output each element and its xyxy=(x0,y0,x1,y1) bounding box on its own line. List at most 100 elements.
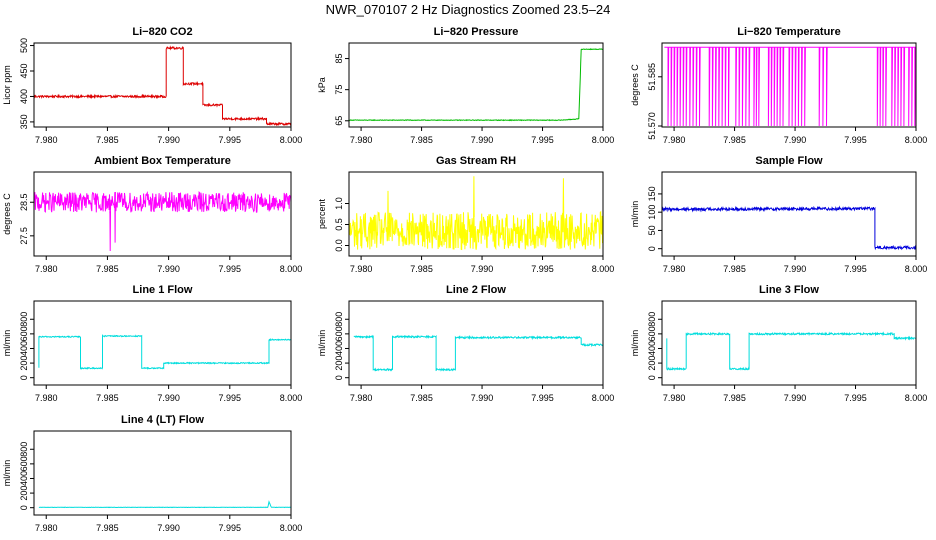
data-series-pressure xyxy=(348,48,604,122)
panel-title: Ambient Box Temperature xyxy=(94,155,231,167)
x-tick-label: 8.000 xyxy=(592,393,615,403)
y-tick-label: 51.585 xyxy=(647,63,657,91)
x-tick-label: 8.000 xyxy=(592,264,615,274)
y-axis-label: Licor ppm xyxy=(2,65,12,105)
x-tick-label: 7.995 xyxy=(844,135,867,145)
y-tick-label: 0 xyxy=(19,505,29,510)
x-tick-label: 7.990 xyxy=(471,135,494,145)
x-tick-label: 7.980 xyxy=(350,135,373,145)
x-tick-label: 7.980 xyxy=(35,523,58,533)
y-axis-label: kPa xyxy=(317,77,327,93)
x-tick-label: 8.000 xyxy=(905,264,928,274)
y-tick-label: 800 xyxy=(19,312,29,327)
x-tick-label: 7.990 xyxy=(157,264,180,274)
x-tick-label: 7.985 xyxy=(410,135,433,145)
y-tick-label: 800 xyxy=(647,312,657,327)
x-tick-label: 7.990 xyxy=(471,393,494,403)
x-tick-label: 7.995 xyxy=(219,523,242,533)
y-tick-label: 200 xyxy=(19,356,29,371)
y-tick-label: 400 xyxy=(334,341,344,356)
x-tick-label: 7.995 xyxy=(219,135,242,145)
data-series-line3 xyxy=(666,331,916,371)
panel-title: Line 2 Flow xyxy=(446,284,506,296)
plot-frame xyxy=(661,171,917,257)
y-tick-label: 75 xyxy=(334,85,344,95)
y-tick-label: 800 xyxy=(19,442,29,457)
y-tick-label: 28.5 xyxy=(19,193,29,211)
y-tick-label: 400 xyxy=(19,341,29,356)
y-tick-label: 150 xyxy=(647,186,657,201)
y-tick-label: 85 xyxy=(334,54,344,64)
plot-frame xyxy=(348,300,604,386)
x-tick-label: 8.000 xyxy=(280,523,303,533)
y-tick-label: 200 xyxy=(19,486,29,501)
panel-line1: Line 1 Flow ml/min 7.980 7.985 7.990 7.995 8.0… xyxy=(2,284,302,403)
x-tick-label: 7.990 xyxy=(157,393,180,403)
y-tick-label: 200 xyxy=(334,356,344,371)
x-tick-label: 7.985 xyxy=(723,264,746,274)
plot-frame xyxy=(348,171,604,257)
x-tick-label: 8.000 xyxy=(280,135,303,145)
data-series-line4 xyxy=(38,500,292,509)
x-tick-label: 7.995 xyxy=(844,264,867,274)
x-tick-label: 8.000 xyxy=(592,135,615,145)
x-tick-label: 7.980 xyxy=(663,135,686,145)
data-series-temperature xyxy=(664,46,916,127)
panel-line4: Line 4 (LT) Flow ml/min 7.980 7.985 7.990 7.9… xyxy=(2,414,302,533)
y-axis-label: ml/min xyxy=(630,330,640,357)
panel-sample: Sample Flow ml/min 7.980 7.985 7.990 7.995 8.0… xyxy=(630,155,927,274)
y-tick-label: 100 xyxy=(647,205,657,220)
y-tick-label: 600 xyxy=(19,326,29,341)
y-axis-label: degrees C xyxy=(2,193,12,235)
y-tick-label: 600 xyxy=(647,326,657,341)
y-tick-label: 350 xyxy=(19,114,29,129)
panel-line3: Line 3 Flow ml/min 7.980 7.985 7.990 7.995 8.0… xyxy=(630,284,927,403)
panel-rh: Gas Stream RH percent 7.980 7.985 7.990 7.995… xyxy=(317,155,614,274)
panel-title: Line 4 (LT) Flow xyxy=(121,414,204,426)
y-tick-label: 400 xyxy=(19,471,29,486)
y-axis-label: percent xyxy=(317,198,327,229)
data-series-co2 xyxy=(33,45,292,127)
plot-frame xyxy=(33,42,292,128)
panel-ambient: Ambient Box Temperature degrees C 7.980 7.9… xyxy=(2,155,302,274)
x-tick-label: 7.985 xyxy=(96,523,119,533)
y-tick-label: 27.5 xyxy=(19,227,29,245)
x-tick-label: 8.000 xyxy=(280,264,303,274)
y-tick-label: 600 xyxy=(19,456,29,471)
y-tick-label: 500 xyxy=(19,38,29,53)
panel-title: Line 1 Flow xyxy=(133,284,193,296)
panel-co2: Li−820 CO2 Licor ppm 7.980 7.985 7.990 7.995 8… xyxy=(2,26,302,145)
y-tick-label: 0.5 xyxy=(334,218,344,231)
x-tick-label: 7.995 xyxy=(219,264,242,274)
y-tick-label: 0 xyxy=(334,375,344,380)
y-tick-label: 450 xyxy=(19,63,29,78)
y-axis-label: ml/min xyxy=(630,201,640,228)
x-tick-label: 7.990 xyxy=(471,264,494,274)
y-tick-label: 400 xyxy=(647,341,657,356)
data-series-line1 xyxy=(38,333,292,370)
y-tick-label: 0 xyxy=(647,375,657,380)
x-tick-label: 7.985 xyxy=(96,264,119,274)
x-tick-label: 7.985 xyxy=(723,135,746,145)
x-tick-label: 7.985 xyxy=(410,264,433,274)
y-tick-label: 50 xyxy=(647,225,657,235)
y-tick-label: 800 xyxy=(334,312,344,327)
y-axis-label: degrees C xyxy=(630,64,640,106)
data-series-ambient xyxy=(33,191,292,252)
plot-frame xyxy=(661,42,917,128)
x-tick-label: 8.000 xyxy=(905,135,928,145)
y-tick-label: 600 xyxy=(334,326,344,341)
x-tick-label: 7.980 xyxy=(35,135,58,145)
y-tick-label: 0.0 xyxy=(334,239,344,252)
y-axis-label: ml/min xyxy=(317,330,327,357)
figure-title: NWR_070107 2 Hz Diagnostics Zoomed 23.5–… xyxy=(325,2,611,17)
panel-title: Li−820 CO2 xyxy=(132,26,192,38)
plot-frame xyxy=(661,300,917,386)
x-tick-label: 7.980 xyxy=(663,393,686,403)
x-tick-label: 7.985 xyxy=(96,393,119,403)
y-axis-label: ml/min xyxy=(2,460,12,487)
x-tick-label: 7.980 xyxy=(350,393,373,403)
y-tick-label: 65 xyxy=(334,116,344,126)
plot-frame xyxy=(348,42,604,128)
x-tick-label: 7.980 xyxy=(350,264,373,274)
